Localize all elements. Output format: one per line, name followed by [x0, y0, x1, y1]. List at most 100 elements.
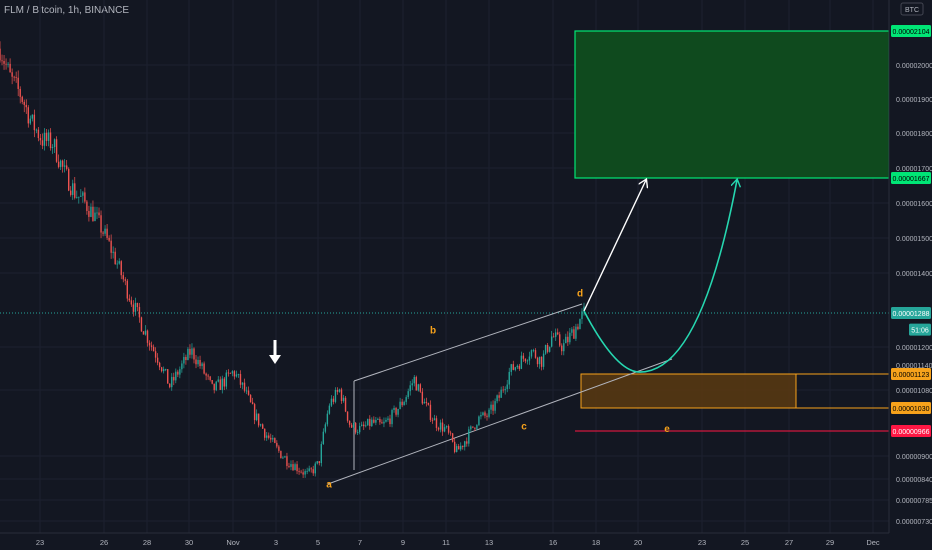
candle-body: [169, 383, 171, 388]
candle-body: [160, 367, 163, 372]
candle-body: [455, 446, 458, 452]
curved-target-arrow: [583, 180, 737, 373]
candle-body: [175, 371, 177, 381]
candle-body: [19, 88, 21, 97]
candle-body: [581, 311, 583, 320]
candle-body: [534, 350, 537, 358]
symbol-title: FLM / Bitcoin, 1h, BINANCE: [4, 5, 130, 16]
candle-body: [385, 419, 387, 422]
price-badge-label: 0.00002104: [893, 29, 930, 36]
candle-body: [241, 382, 244, 385]
price-tick-label: 0.00001600: [896, 201, 932, 208]
candle-body: [171, 376, 173, 388]
candle-body: [21, 96, 23, 102]
target-zone: [574, 30, 890, 179]
candle-body: [1, 60, 3, 62]
candle-body: [286, 456, 288, 466]
candle-body: [201, 363, 203, 367]
candle-body: [373, 419, 375, 423]
price-axis-bg: [889, 0, 932, 550]
candle-body: [435, 418, 438, 428]
candle-body: [464, 441, 466, 447]
candle-body: [425, 401, 428, 403]
candle-body: [395, 408, 397, 415]
candle-body: [405, 397, 407, 402]
currency-badge: [900, 2, 924, 16]
candle-body: [520, 355, 523, 369]
candle-body: [255, 413, 258, 421]
candle-body: [259, 424, 262, 426]
candle-body: [122, 275, 124, 280]
candle-body: [233, 371, 236, 377]
price-badge: [891, 402, 931, 414]
candle-body: [272, 438, 274, 440]
candle-body: [389, 418, 391, 425]
candle-body: [524, 358, 527, 362]
candle-body: [480, 414, 482, 417]
candle-body: [197, 359, 199, 365]
candle-body: [330, 398, 333, 406]
candle-body: [391, 410, 393, 425]
candle-body: [342, 397, 345, 401]
candle-body: [187, 348, 189, 361]
candle-body: [120, 261, 122, 276]
candle-body: [134, 302, 137, 312]
candle-body: [162, 369, 165, 372]
candle-body: [439, 422, 442, 430]
candle-body: [108, 237, 110, 241]
candle-body: [264, 428, 266, 438]
candle-body: [546, 345, 549, 352]
candle-body: [296, 464, 298, 472]
time-tick-label: 13: [485, 538, 493, 547]
price-tick-label: 0.00000730: [896, 519, 932, 526]
price-tick-label: 0.00001400: [896, 271, 932, 278]
candle-body: [322, 431, 325, 445]
candle-body: [150, 345, 153, 347]
candle-body: [33, 114, 36, 131]
candle-body: [508, 371, 510, 385]
candle-body: [550, 336, 553, 347]
candle-body: [57, 161, 60, 167]
candle-body: [542, 353, 545, 367]
channel-upper-line: [353, 303, 583, 382]
candle-body: [266, 435, 268, 438]
candle-body: [356, 432, 359, 433]
time-tick-label: 9: [401, 538, 405, 547]
candle-body: [209, 376, 211, 380]
candle-body: [354, 422, 357, 433]
candle-body: [304, 471, 306, 475]
candle-body: [102, 232, 104, 234]
price-tick-label: 0.00001900: [896, 97, 932, 104]
candle-body: [352, 422, 355, 428]
wave-label-c: c: [521, 421, 527, 432]
candle-body: [324, 424, 327, 432]
candle-body: [88, 210, 90, 217]
candle-body: [270, 437, 272, 440]
price-tick-label-partial: 0.00001140: [896, 363, 932, 370]
candle-body: [573, 329, 575, 339]
candle-body: [114, 251, 116, 265]
down-arrow-icon: [269, 355, 281, 364]
price-badge: [891, 172, 931, 184]
candle-body: [429, 404, 432, 420]
candle-body: [462, 445, 464, 447]
candle-body: [328, 405, 331, 414]
candle-body: [205, 373, 207, 376]
candle-body: [500, 389, 502, 398]
candle-body: [231, 371, 234, 374]
candle-body: [538, 356, 541, 365]
candle-body: [571, 329, 573, 333]
candle-body: [116, 263, 118, 265]
candle-body: [43, 132, 46, 146]
candle-body: [3, 60, 5, 64]
candle-body: [494, 401, 496, 411]
candle-body: [82, 192, 84, 196]
candle-body: [55, 139, 58, 162]
candle-body: [144, 330, 147, 335]
candle-body: [460, 445, 462, 450]
candle-body: [70, 190, 72, 195]
candle-body: [191, 348, 193, 355]
price-tick-label: 0.00002000: [896, 63, 932, 70]
candle-body: [476, 425, 478, 429]
